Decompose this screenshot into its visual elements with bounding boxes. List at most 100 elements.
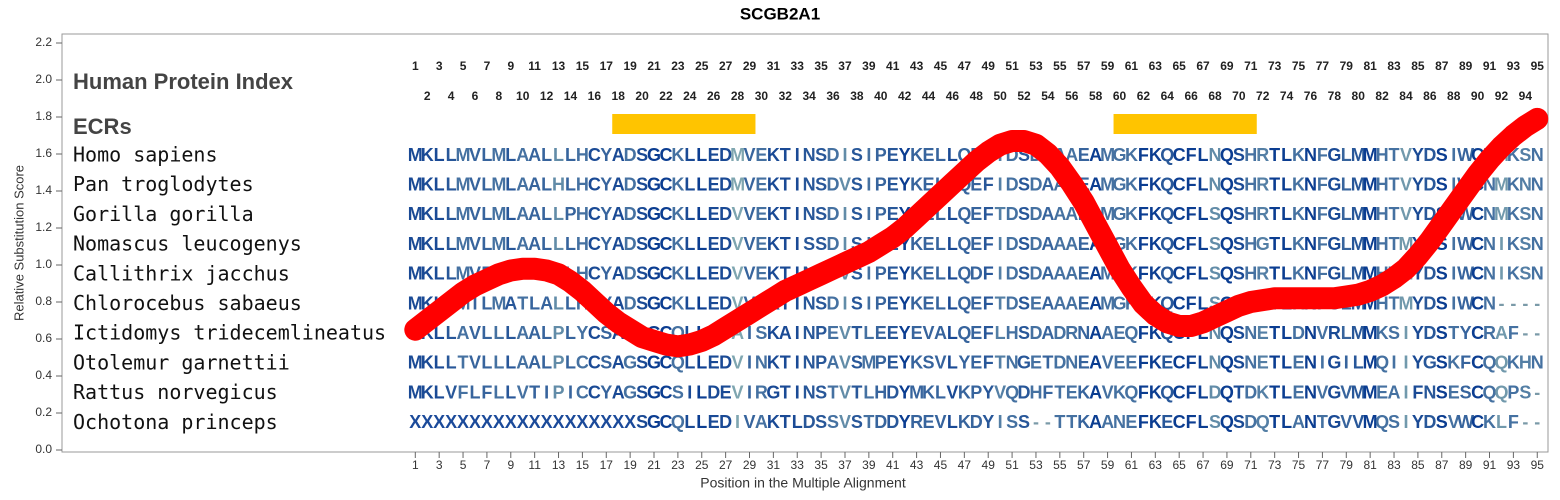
residue: L (1198, 234, 1209, 254)
residue: L (1341, 264, 1352, 284)
residue: F (1460, 353, 1471, 373)
x-tick-label: 31 (767, 458, 781, 472)
residue: D (1029, 174, 1042, 194)
residue: A (516, 174, 529, 194)
index-number: 66 (1184, 89, 1198, 103)
residue: L (935, 382, 946, 402)
residue: E (923, 412, 935, 432)
residue: P (1507, 382, 1519, 402)
index-number: 61 (1125, 59, 1139, 73)
residue: K (1376, 323, 1389, 343)
residue: Q (1220, 174, 1234, 194)
residue: T (1389, 234, 1400, 254)
residue: S (1436, 353, 1448, 373)
residue: N (1483, 293, 1496, 313)
residue: G (1327, 234, 1341, 254)
residue: Y (899, 353, 911, 373)
residue: L (434, 323, 445, 343)
residue: Y (600, 264, 612, 284)
residue: I (998, 174, 1003, 194)
y-tick-label: 1.0 (35, 257, 52, 271)
index-number: 20 (635, 89, 649, 103)
residue: C (576, 382, 589, 402)
residue: S (1018, 264, 1030, 284)
residue: D (1423, 323, 1436, 343)
residue: Q (1375, 353, 1389, 373)
residue: Q (1483, 353, 1497, 373)
residue: A (516, 204, 529, 224)
residue: E (970, 174, 982, 194)
residue: T (995, 293, 1006, 313)
index-number: 44 (922, 89, 936, 103)
species-name: Chlorocebus sabaeus (73, 291, 302, 315)
residue: F (1317, 204, 1328, 224)
x-tick-label: 89 (1459, 458, 1473, 472)
residue: D (1244, 412, 1257, 432)
residue: S (851, 353, 863, 373)
x-tick-label: 83 (1387, 458, 1401, 472)
residue: L (1198, 264, 1209, 284)
residue: P (815, 353, 827, 373)
x-tick-label: 73 (1268, 458, 1282, 472)
residue: K (421, 174, 434, 194)
residue: L (553, 145, 564, 165)
residue: A (1065, 145, 1078, 165)
residue: K (1292, 174, 1305, 194)
residue: E (1030, 293, 1042, 313)
residue: H (1376, 234, 1389, 254)
residue: A (540, 293, 553, 313)
residue: L (1198, 412, 1209, 432)
residue: W (1457, 412, 1474, 432)
x-tick-label: 37 (838, 458, 852, 472)
residue: L (1198, 145, 1209, 165)
residue: L (446, 174, 457, 194)
residue: T (1066, 412, 1077, 432)
residue: C (1173, 382, 1186, 402)
residue: Q (1160, 234, 1174, 254)
residue: L (434, 234, 445, 254)
residue: A (612, 382, 625, 402)
residue: V (1340, 382, 1352, 402)
residue: M (861, 353, 876, 373)
residue: N (1304, 204, 1317, 224)
residue: X (564, 412, 576, 432)
x-tick-label: 67 (1196, 458, 1210, 472)
residue: H (1244, 204, 1257, 224)
residue: G (1327, 353, 1341, 373)
residue: A (612, 145, 625, 165)
residue: H (1244, 174, 1257, 194)
residue: K (910, 264, 923, 284)
residue: Q (1160, 382, 1174, 402)
ecr-bar (612, 114, 756, 134)
residue: I (1403, 412, 1408, 432)
residue: C (1471, 264, 1484, 284)
residue: S (1388, 412, 1400, 432)
residue: L (1353, 353, 1364, 373)
residue: L (684, 145, 695, 165)
residue: L (696, 145, 707, 165)
residue: I (1403, 323, 1408, 343)
residue: A (1089, 382, 1102, 402)
index-number: 4 (448, 89, 455, 103)
residue: X (409, 412, 421, 432)
residue: T (1054, 412, 1065, 432)
residue: C (659, 204, 672, 224)
residue: N (1304, 264, 1317, 284)
residue: G (647, 174, 661, 194)
index-number: 3 (436, 59, 443, 73)
residue: V (1352, 412, 1364, 432)
residue: M (408, 234, 423, 254)
x-tick-label: 65 (1173, 458, 1187, 472)
index-number: 86 (1423, 89, 1437, 103)
residue: K (767, 174, 780, 194)
residue: L (684, 264, 695, 284)
residue: L (1281, 353, 1292, 373)
residue: M (491, 204, 506, 224)
residue: D (1029, 323, 1042, 343)
residue: L (1198, 353, 1209, 373)
residue: L (696, 353, 707, 373)
residue: H (1006, 323, 1019, 343)
x-tick-label: 39 (862, 458, 876, 472)
index-number: 35 (814, 59, 828, 73)
residue: M (1351, 145, 1366, 165)
